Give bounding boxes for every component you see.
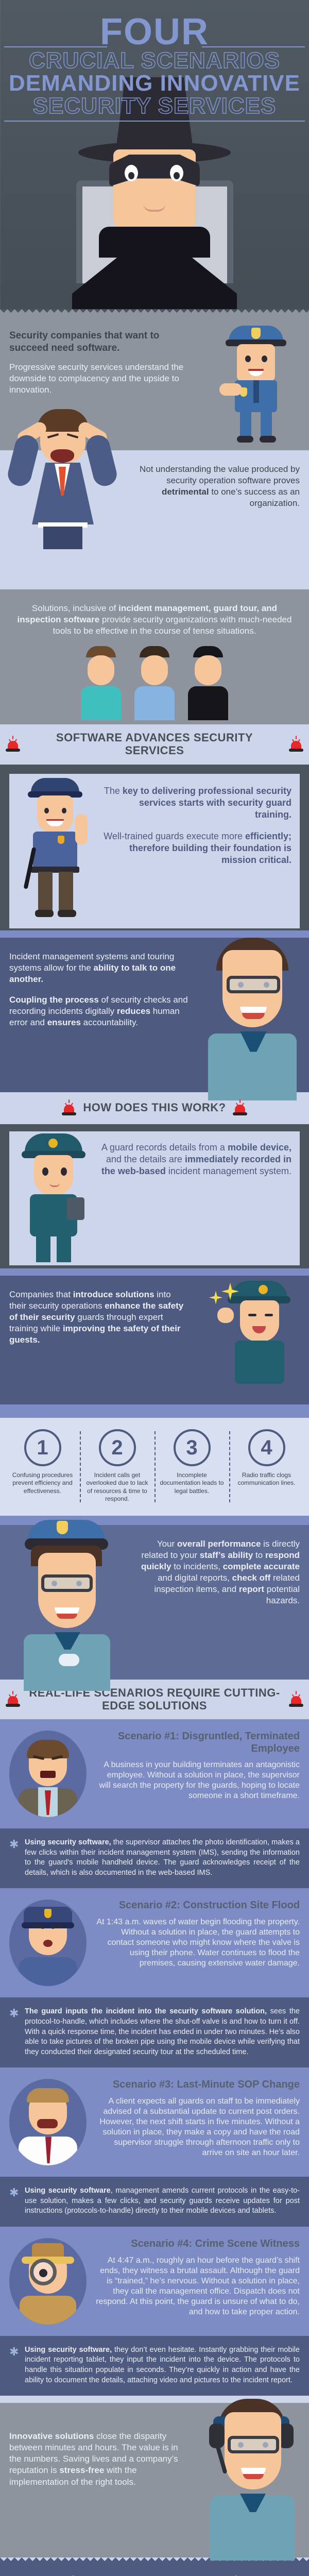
hero-rule-left bbox=[4, 46, 107, 47]
companies-text: Companies that introduce solutions into … bbox=[9, 1289, 184, 1345]
step-number: 2 bbox=[98, 1429, 136, 1466]
step-caption: Radio traffic clogs communication lines. bbox=[237, 1471, 296, 1487]
scenario-solution-text: Using security software, the supervisor … bbox=[25, 1838, 300, 1877]
value-text: Not understanding the value produced by … bbox=[140, 464, 300, 509]
scenario-body: At 1:43 a.m. waves of water begin floodi… bbox=[96, 1918, 300, 1968]
step-item: 3 Incomplete documentation leads to lega… bbox=[154, 1429, 229, 1503]
step-caption: Incident calls get overlooked due to lac… bbox=[86, 1471, 148, 1503]
hero-line-4: SECURITY SERVICES bbox=[32, 93, 277, 119]
iss-operator-illustration bbox=[191, 933, 309, 1103]
step-item: 2 Incident calls get overlooked due to l… bbox=[80, 1429, 154, 1503]
innovative-text: Innovative solutions close the disparity… bbox=[9, 2431, 178, 2487]
guard-tablet-illustration bbox=[18, 1133, 90, 1262]
intro-section: Security companies that want to succeed … bbox=[0, 316, 309, 450]
thumbs-up-figure bbox=[130, 646, 179, 721]
value-section: Not understanding the value produced by … bbox=[0, 409, 309, 589]
scenario-title: Scenario #2: Construction Site Flood bbox=[118, 1900, 300, 1911]
scenario-4: Scenario #4: Crime Scene Witness At 4:47… bbox=[0, 2226, 309, 2336]
performance-section: Your overall performance is directly rel… bbox=[0, 1519, 309, 1691]
siren-icon-right bbox=[287, 735, 305, 753]
asterisk-icon: ✱ bbox=[9, 2007, 19, 2020]
intro-body: Progressive security services understand… bbox=[9, 362, 184, 395]
scenario-solution-text: The guard inputs the incident into the s… bbox=[25, 2007, 300, 2056]
burglar-illustration bbox=[67, 77, 242, 309]
scenario-title: Scenario #3: Last-Minute SOP Change bbox=[112, 2079, 300, 2091]
asterisk-icon: ✱ bbox=[9, 2345, 19, 2358]
scenario-3: Scenario #3: Last-Minute SOP Change A cl… bbox=[0, 2067, 309, 2177]
scenario-title: Scenario #1: Disgruntled, Terminated Emp… bbox=[117, 1731, 300, 1754]
step-item: 4 Radio traffic clogs communication line… bbox=[229, 1429, 304, 1503]
siren-icon-left-2 bbox=[60, 1099, 78, 1117]
banner-software-title: SOFTWARE ADVANCES SECURITY SERVICES bbox=[56, 731, 253, 757]
banner-real-life-title: REAL-LIFE SCENARIOS REQUIRE CUTTING-EDGE… bbox=[29, 1686, 280, 1712]
angry-employee-avatar bbox=[9, 1731, 87, 1818]
performance-text: Your overall performance is directly rel… bbox=[141, 1538, 300, 1606]
hero-title: FOUR CRUCIAL SCENARIOS DEMANDING INNOVAT… bbox=[0, 0, 309, 122]
siren-icon-left bbox=[4, 735, 22, 753]
scenario-1: Scenario #1: Disgruntled, Terminated Emp… bbox=[0, 1719, 309, 1829]
innovative-section: Innovative solutions close the disparity… bbox=[0, 2399, 309, 2561]
guard-thumbsup-illustration bbox=[18, 777, 95, 924]
step-number: 1 bbox=[24, 1429, 61, 1466]
scenario-body: A business in your building terminates a… bbox=[99, 1760, 300, 1801]
celebrating-guard-illustration bbox=[209, 1280, 297, 1398]
incident-text-1: Incident management systems and touring … bbox=[9, 951, 176, 984]
scenario-2-solution: ✱ The guard inputs the incident into the… bbox=[0, 1997, 309, 2068]
how-text: A guard records details from a mobile de… bbox=[101, 1142, 291, 1177]
banner-over-to-you: OVER TO YOU bbox=[0, 2565, 309, 2576]
detective-avatar bbox=[9, 2238, 87, 2325]
step-item: 1 Confusing procedures prevent efficienc… bbox=[5, 1429, 80, 1503]
training-text-1: The key to delivering professional secur… bbox=[104, 785, 291, 820]
step-caption: Incomplete documentation leads to legal … bbox=[160, 1471, 224, 1495]
zigzag-divider-1 bbox=[0, 309, 309, 316]
shocked-guard-avatar bbox=[9, 1900, 87, 1987]
scenario-solution-text: Using security software, management amen… bbox=[25, 2187, 300, 2215]
iss-officer-illustration bbox=[7, 1517, 126, 1691]
step-number: 4 bbox=[248, 1429, 285, 1466]
how-section: A guard records details from a mobile de… bbox=[0, 1124, 309, 1276]
asterisk-icon: ✱ bbox=[9, 2186, 19, 2199]
scenario-1-solution: ✱ Using security software, the superviso… bbox=[0, 1828, 309, 1889]
step-caption: Confusing procedures prevent efficiency … bbox=[12, 1471, 73, 1495]
siren-icon-left-3 bbox=[4, 1690, 22, 1708]
problems-steps-list: 1 Confusing procedures prevent efficienc… bbox=[0, 1417, 309, 1516]
panicked-manager-avatar bbox=[9, 2079, 87, 2166]
police-officer-illustration bbox=[217, 326, 295, 444]
three-staff-illustration bbox=[9, 646, 300, 722]
scenario-solution-text: Using security software, they don’t even… bbox=[25, 2345, 300, 2384]
hero-word-four: FOUR bbox=[100, 11, 209, 53]
scenario-3-solution: ✱ Using security software, management am… bbox=[0, 2177, 309, 2227]
headset-operator-illustration bbox=[196, 2396, 304, 2561]
section-separator bbox=[0, 1404, 309, 1418]
training-section: The key to delivering professional secur… bbox=[0, 764, 309, 938]
hero-section: FOUR CRUCIAL SCENARIOS DEMANDING INNOVAT… bbox=[0, 0, 309, 309]
siren-icon-right-3 bbox=[287, 1690, 305, 1708]
solutions-section: Solutions, inclusive of incident managem… bbox=[0, 589, 309, 725]
scenario-body: A client expects all guards on staff to … bbox=[99, 2096, 300, 2157]
intro-heading: Security companies that want to succeed … bbox=[9, 330, 160, 353]
training-text-2: Well-trained guards execute more efficie… bbox=[104, 831, 291, 866]
banner-how-title: HOW DOES THIS WORK? bbox=[83, 1101, 226, 1114]
dispatcher-figure bbox=[76, 646, 126, 721]
solutions-text: Solutions, inclusive of incident managem… bbox=[17, 603, 292, 636]
scenario-2: Scenario #2: Construction Site Flood At … bbox=[0, 1888, 309, 1998]
banner-software-advances: SOFTWARE ADVANCES SECURITY SERVICES bbox=[0, 724, 309, 765]
banner-real-life-scenarios: REAL-LIFE SCENARIOS REQUIRE CUTTING-EDGE… bbox=[0, 1679, 309, 1720]
asterisk-icon: ✱ bbox=[9, 1838, 19, 1851]
hero-underline bbox=[4, 121, 305, 122]
scenario-4-solution: ✱ Using security software, they don’t ev… bbox=[0, 2335, 309, 2396]
scenario-body: At 4:47 a.m., roughly an hour before the… bbox=[96, 2256, 300, 2316]
frustrated-man-illustration bbox=[5, 406, 119, 561]
hero-line-2: CRUCIAL SCENARIOS bbox=[28, 48, 280, 74]
incident-section: Incident management systems and touring … bbox=[0, 937, 309, 1100]
siren-icon-right-2 bbox=[231, 1099, 249, 1117]
black-uniform-guard-figure bbox=[183, 646, 233, 721]
hero-line-3: DEMANDING INNOVATIVE bbox=[9, 71, 300, 96]
step-number: 3 bbox=[173, 1429, 211, 1466]
companies-section: Companies that introduce solutions into … bbox=[0, 1275, 309, 1404]
incident-text-2: Coupling the process of security checks … bbox=[9, 994, 188, 1027]
hero-rule-right bbox=[202, 46, 305, 47]
scenario-title: Scenario #4: Crime Scene Witness bbox=[131, 2238, 300, 2249]
